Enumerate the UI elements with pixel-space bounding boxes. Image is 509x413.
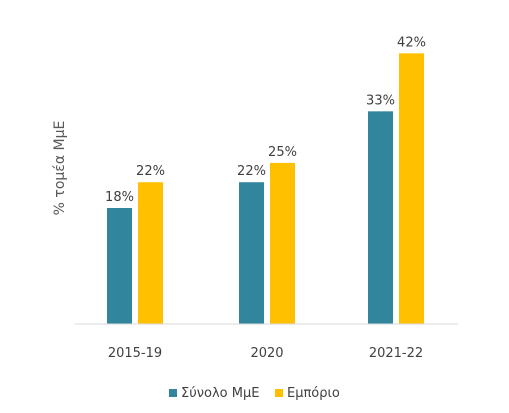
data-labels-group: 18%22% 22%25%33%42% — [105, 35, 426, 205]
legend-label-series-2: Εμπόριο — [287, 386, 340, 401]
bar-1-2021-22 — [368, 111, 393, 324]
legend-swatch-series-2 — [275, 389, 283, 397]
x-tick-label-2021-22: 2021-22 — [369, 346, 423, 361]
bar-1-2015-19 — [107, 208, 132, 324]
bar-2-2015-19 — [138, 182, 163, 324]
bar-2-2020 — [270, 162, 295, 324]
data-label-1-2021-22: 33% — [366, 93, 395, 108]
legend-swatch-series-1 — [169, 389, 177, 397]
bar-1-2020 — [239, 182, 264, 324]
data-label-1-2015-19: 18% — [105, 190, 134, 205]
legend: Σύνολο ΜμΕ Εμπόριο — [169, 386, 340, 401]
data-label-2-2015-19: 22% — [136, 164, 165, 179]
bar-2-2021-22 — [399, 53, 424, 324]
data-label-2-2021-22: 42% — [397, 35, 426, 50]
y-axis-label: % τομέα ΜμΕ — [52, 121, 68, 216]
bars-group — [107, 53, 424, 324]
data-label-1-2020: 22% — [237, 164, 266, 179]
legend-label-series-1: Σύνολο ΜμΕ — [181, 386, 259, 401]
x-tick-label-2015-19: 2015-19 — [108, 346, 162, 361]
data-label-2-2020: 25% — [268, 145, 297, 160]
x-tick-label-2020: 2020 — [250, 346, 283, 361]
x-tick-labels-group: 2015-19 2020 2021-22 — [108, 346, 423, 361]
